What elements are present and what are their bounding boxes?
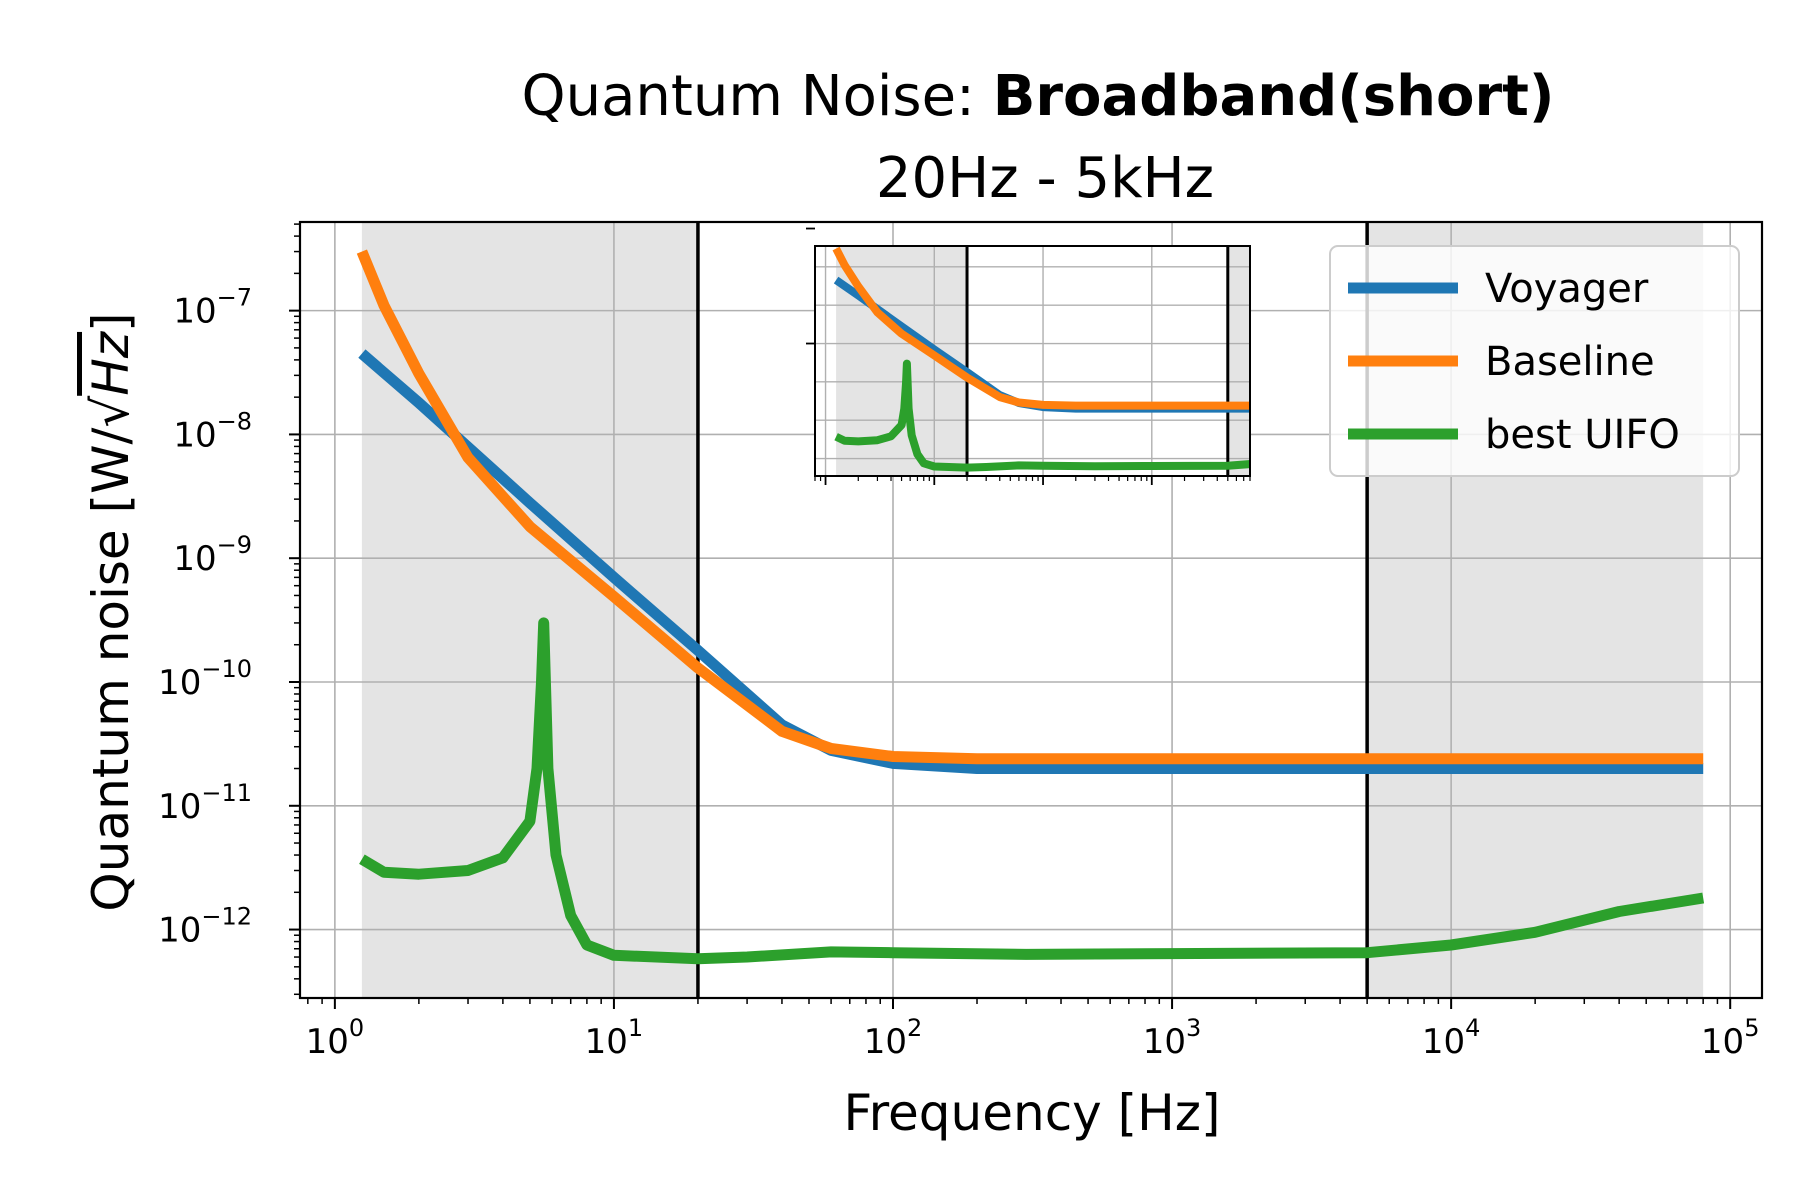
inset-series-line-baseline: [832, 246, 1250, 410]
chart-subtitle: 20Hz - 5kHz: [876, 146, 1214, 211]
legend-label-best-uifo: best UIFO: [1485, 412, 1680, 458]
series-line-voyager: [358, 349, 1704, 774]
y-tick-label-base: 10: [158, 911, 201, 951]
x-tick-label-exponent: 2: [907, 1014, 922, 1042]
legend-label-voyager: Voyager: [1485, 266, 1649, 312]
y-tick-label-base: 10: [158, 663, 201, 703]
x-tick-label: 105: [1701, 1014, 1760, 1062]
x-tick-label-exponent: 4: [1465, 1014, 1480, 1042]
x-tick-label: 104: [1422, 1014, 1481, 1062]
y-tick-label: 10−10: [158, 655, 252, 703]
y-tick-label-exponent: −9: [217, 531, 252, 559]
y-tick-label-exponent: −8: [217, 407, 252, 435]
y-tick-label-base: 10: [173, 292, 216, 332]
x-tick-label-base: 10: [306, 1022, 349, 1062]
series-line-baseline: [356, 249, 1704, 765]
x-axis-ticks: 100 101 102 103 104 105: [306, 998, 1760, 1062]
x-axis-label: Frequency [Hz]: [843, 1084, 1220, 1142]
x-tick-label-exponent: 0: [349, 1014, 364, 1042]
x-tick-label-base: 10: [1143, 1022, 1186, 1062]
legend-label-baseline: Baseline: [1485, 339, 1655, 385]
x-tick-label-base: 10: [1701, 1022, 1744, 1062]
legend: Voyager Baseline best UIFO: [1329, 245, 1740, 477]
y-axis-label-sqrt-content: Hz: [82, 330, 140, 396]
y-tick-label-exponent: −11: [201, 779, 252, 807]
y-tick-label-exponent: −7: [217, 284, 252, 312]
y-tick-label-base: 10: [173, 539, 216, 579]
y-tick-label-exponent: −10: [201, 655, 252, 683]
y-axis-label-suffix: ]: [82, 312, 140, 332]
inset-shaded-region-2: [1227, 246, 1250, 476]
y-tick-label-base: 10: [173, 415, 216, 455]
y-axis-label-text: Quantum noise [W/√Hz]: [82, 312, 140, 911]
x-tick-label-base: 10: [585, 1022, 628, 1062]
series-lines: [356, 249, 1705, 965]
legend-box: [1329, 245, 1740, 477]
x-tick-label: 103: [1143, 1014, 1202, 1062]
x-tick-label: 102: [864, 1014, 923, 1062]
plot-frame: [298, 220, 1764, 1000]
x-tick-label: 101: [585, 1014, 644, 1062]
inset-plot-area: [806, 227, 1251, 485]
x-tick-label: 100: [306, 1014, 365, 1062]
chart-title-prefix: Quantum Noise:: [522, 64, 993, 129]
y-tick-label: 10−12: [158, 903, 252, 951]
x-tick-label-exponent: 1: [628, 1014, 643, 1042]
y-tick-label: 10−11: [158, 779, 252, 827]
y-axis-label-prefix: Quantum noise [W/: [82, 427, 140, 911]
y-tick-label: 10−9: [173, 531, 252, 579]
series-line-best-uifo: [359, 617, 1705, 965]
y-axis-label: Quantum noise [W/√Hz]: [82, 312, 140, 911]
x-tick-label-base: 10: [1422, 1022, 1465, 1062]
y-tick-label: 10−7: [173, 284, 252, 332]
x-tick-label-base: 10: [864, 1022, 907, 1062]
y-tick-label-exponent: −12: [201, 903, 252, 931]
chart-title-bold: Broadband(short): [993, 64, 1555, 129]
x-tick-label-exponent: 5: [1744, 1014, 1759, 1042]
inset-series-line-best-uifo: [834, 359, 1250, 472]
y-tick-label: 10−8: [173, 407, 252, 455]
y-tick-label-base: 10: [158, 787, 201, 827]
chart-title: Quantum Noise: Broadband(short): [522, 64, 1555, 129]
x-tick-label-exponent: 3: [1186, 1014, 1201, 1042]
y-axis-label-sqrt-sign: √: [82, 396, 140, 428]
